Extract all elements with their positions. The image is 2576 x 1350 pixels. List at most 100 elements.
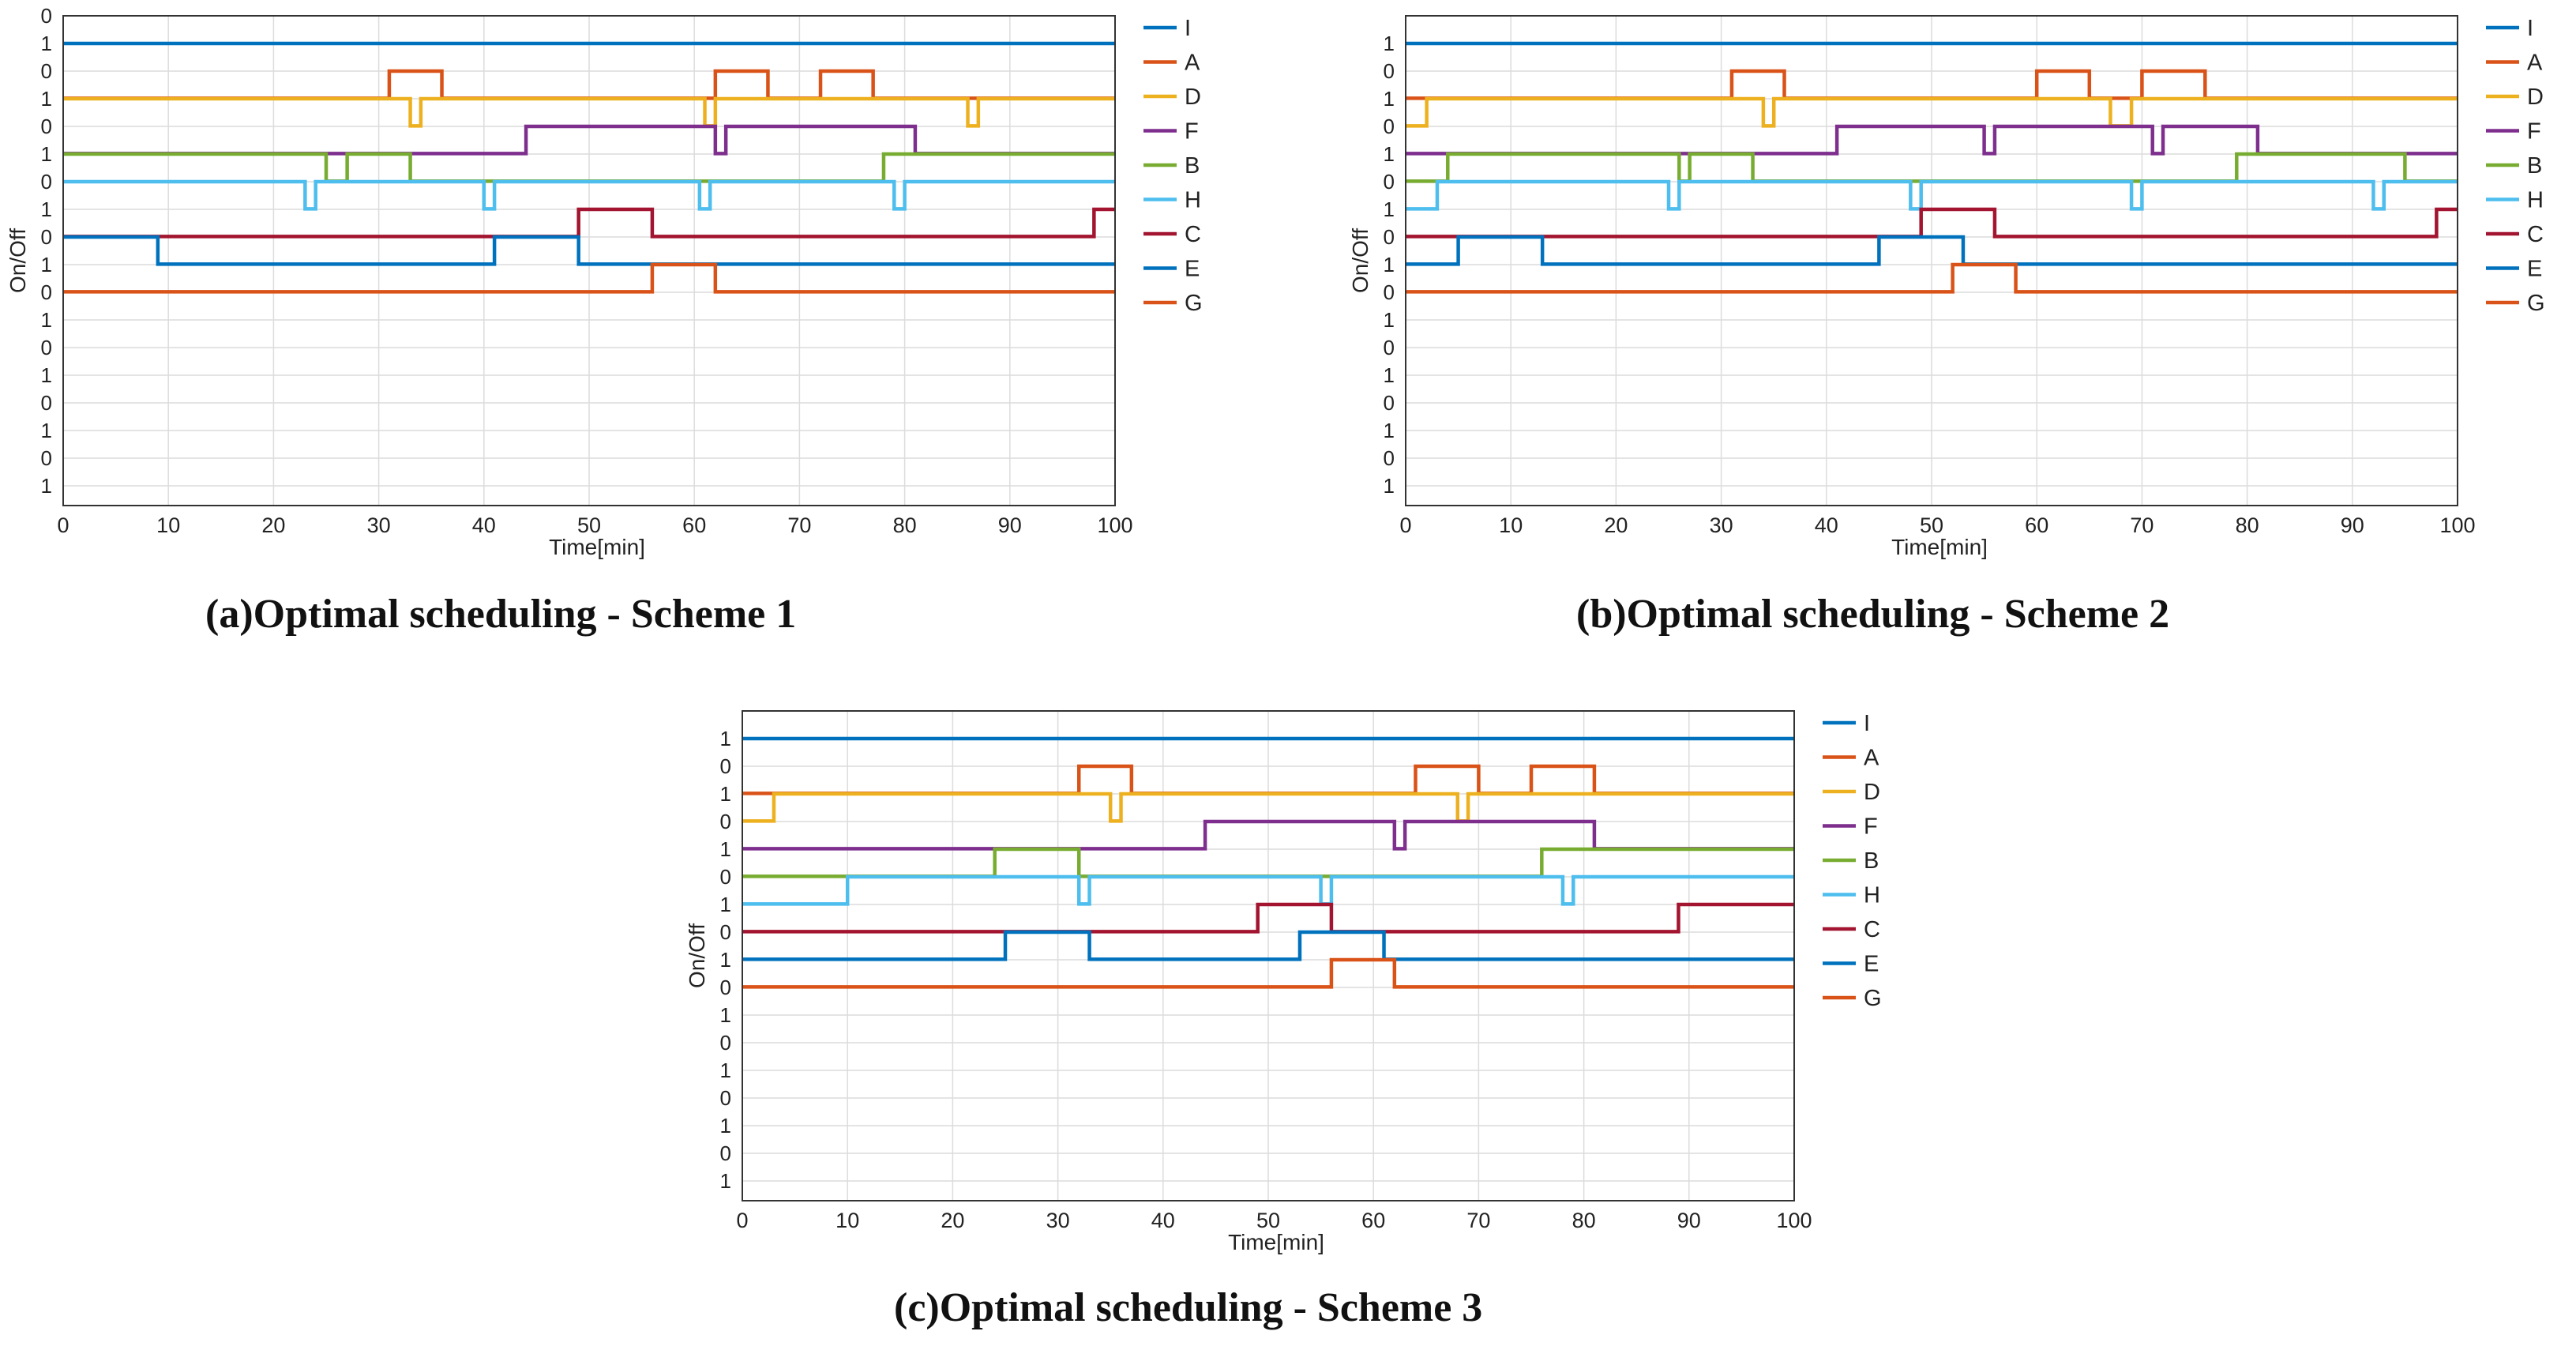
y-tick-label: 1 bbox=[1384, 142, 1395, 166]
y-tick-label: 0 bbox=[1384, 115, 1395, 138]
legend-label: D bbox=[1864, 780, 1880, 805]
y-tick-label: 1 bbox=[41, 363, 52, 387]
legend-label: D bbox=[2527, 85, 2544, 110]
legend-label: E bbox=[2527, 257, 2542, 282]
y-tick-label: 1 bbox=[41, 87, 52, 111]
series-line-B bbox=[742, 847, 1794, 878]
x-tick-label: 80 bbox=[893, 513, 917, 537]
y-tick-label: 0 bbox=[41, 280, 52, 304]
y-tick-label: 1 bbox=[720, 782, 731, 806]
x-axis-label: Time[min] bbox=[1228, 1230, 1324, 1254]
series-line-H bbox=[1406, 179, 2458, 211]
x-tick-label: 80 bbox=[1572, 1209, 1596, 1232]
y-tick-label: 1 bbox=[720, 727, 731, 750]
x-tick-label: 70 bbox=[2130, 513, 2154, 537]
x-tick-label: 50 bbox=[577, 513, 601, 537]
y-tick-label: 1 bbox=[41, 142, 52, 166]
chart-caption-b: (b)Optimal scheduling - Scheme 2 bbox=[1576, 592, 2170, 637]
series-line-D bbox=[1406, 96, 2458, 128]
x-tick-label: 10 bbox=[156, 513, 180, 537]
series-line-F bbox=[63, 124, 1115, 156]
y-tick-label: 0 bbox=[720, 1031, 731, 1055]
legend-label: C bbox=[2527, 222, 2544, 247]
x-tick-label: 90 bbox=[1677, 1209, 1701, 1232]
y-tick-label: 1 bbox=[1384, 253, 1395, 276]
series-line-D bbox=[742, 792, 1794, 823]
y-tick-label: 0 bbox=[720, 976, 731, 999]
legend-label: E bbox=[1864, 952, 1879, 977]
y-tick-label: 1 bbox=[1384, 474, 1395, 498]
x-tick-label: 40 bbox=[472, 513, 496, 537]
y-axis-label: On/Off bbox=[685, 923, 709, 988]
legend-label: F bbox=[1864, 814, 1878, 840]
y-tick-label: 1 bbox=[41, 308, 52, 332]
x-axis-label: Time[min] bbox=[549, 535, 645, 559]
chart-panel-c: 1 0 1 0 1 0 1 0 1 0 1 0 1 0 1 0 1 0 10 20 30 40 50 60 70 80 90 100 T… bbox=[679, 695, 1911, 1330]
legend-label: F bbox=[1185, 119, 1199, 145]
y-tick-label: 0 bbox=[720, 920, 731, 944]
x-tick-label: 60 bbox=[1361, 1209, 1385, 1232]
y-tick-label: 1 bbox=[1384, 197, 1395, 221]
legend-label: B bbox=[1185, 153, 1200, 179]
y-tick-label: 0 bbox=[1384, 391, 1395, 415]
y-tick-label: 0 bbox=[41, 170, 52, 194]
y-tick-label: 0 bbox=[1384, 446, 1395, 470]
x-tick-label: 50 bbox=[1920, 513, 1943, 537]
legend-label: B bbox=[1864, 848, 1879, 874]
legend-label: E bbox=[1185, 257, 1200, 282]
series-line-G bbox=[742, 957, 1794, 989]
series-line-H bbox=[63, 179, 1115, 211]
y-tick-label: 0 bbox=[41, 391, 52, 415]
x-tick-label: 50 bbox=[1256, 1209, 1280, 1232]
y-tick-label: 1 bbox=[41, 32, 52, 55]
plot-border bbox=[62, 15, 1116, 506]
x-tick-label: 30 bbox=[1710, 513, 1733, 537]
chart-panel-b: 1 0 1 0 1 0 1 0 1 0 1 0 1 0 1 0 1 0 10 20 30 40 50 60 70 80 90 100 T… bbox=[1342, 0, 2574, 637]
x-tick-label: 10 bbox=[1499, 513, 1523, 537]
legend-label: B bbox=[2527, 153, 2542, 179]
y-tick-label: 1 bbox=[41, 197, 52, 221]
legend-label: H bbox=[1864, 883, 1880, 908]
series-line-A bbox=[1406, 69, 2458, 100]
legend-label: H bbox=[1185, 188, 1201, 213]
x-tick-label: 60 bbox=[2025, 513, 2048, 537]
x-tick-label: 100 bbox=[1097, 513, 1132, 537]
x-tick-label: 30 bbox=[367, 513, 391, 537]
y-tick-label: 1 bbox=[720, 1059, 731, 1082]
series-line-F bbox=[1406, 124, 2458, 156]
y-tick-label: 0 bbox=[720, 754, 731, 778]
x-tick-label: 20 bbox=[941, 1209, 964, 1232]
x-tick-label: 70 bbox=[1466, 1209, 1490, 1232]
y-tick-label: 1 bbox=[1384, 87, 1395, 111]
y-tick-label: 1 bbox=[720, 1003, 731, 1027]
y-tick-label: 0 bbox=[1384, 59, 1395, 83]
y-tick-label: 1 bbox=[1384, 32, 1395, 55]
y-axis-label: On/Off bbox=[1348, 228, 1372, 293]
y-tick-label: 1 bbox=[1384, 363, 1395, 387]
y-tick-label: 1 bbox=[720, 1114, 731, 1138]
y-tick-label: 0 bbox=[41, 4, 52, 28]
y-tick-label: 0 bbox=[41, 115, 52, 138]
legend-label: I bbox=[2527, 16, 2533, 41]
y-tick-label: 0 bbox=[1384, 336, 1395, 359]
x-tick-label: 40 bbox=[1151, 1209, 1175, 1232]
y-tick-label: 0 bbox=[720, 1141, 731, 1165]
series-line-F bbox=[742, 819, 1794, 851]
x-tick-label: 20 bbox=[261, 513, 285, 537]
legend-label: G bbox=[2527, 291, 2545, 316]
series-line-C bbox=[63, 207, 1115, 239]
y-tick-label: 0 bbox=[41, 59, 52, 83]
y-tick-label: 1 bbox=[720, 948, 731, 972]
y-tick-label: 1 bbox=[41, 419, 52, 442]
legend-label: H bbox=[2527, 188, 2544, 213]
plot-border bbox=[1405, 15, 2458, 506]
y-tick-label: 0 bbox=[1384, 170, 1395, 194]
y-tick-label: 1 bbox=[720, 893, 731, 916]
y-tick-label: 0 bbox=[41, 336, 52, 359]
series-line-A bbox=[63, 69, 1115, 100]
series-line-E bbox=[63, 235, 1115, 266]
y-axis-label: On/Off bbox=[6, 228, 30, 293]
